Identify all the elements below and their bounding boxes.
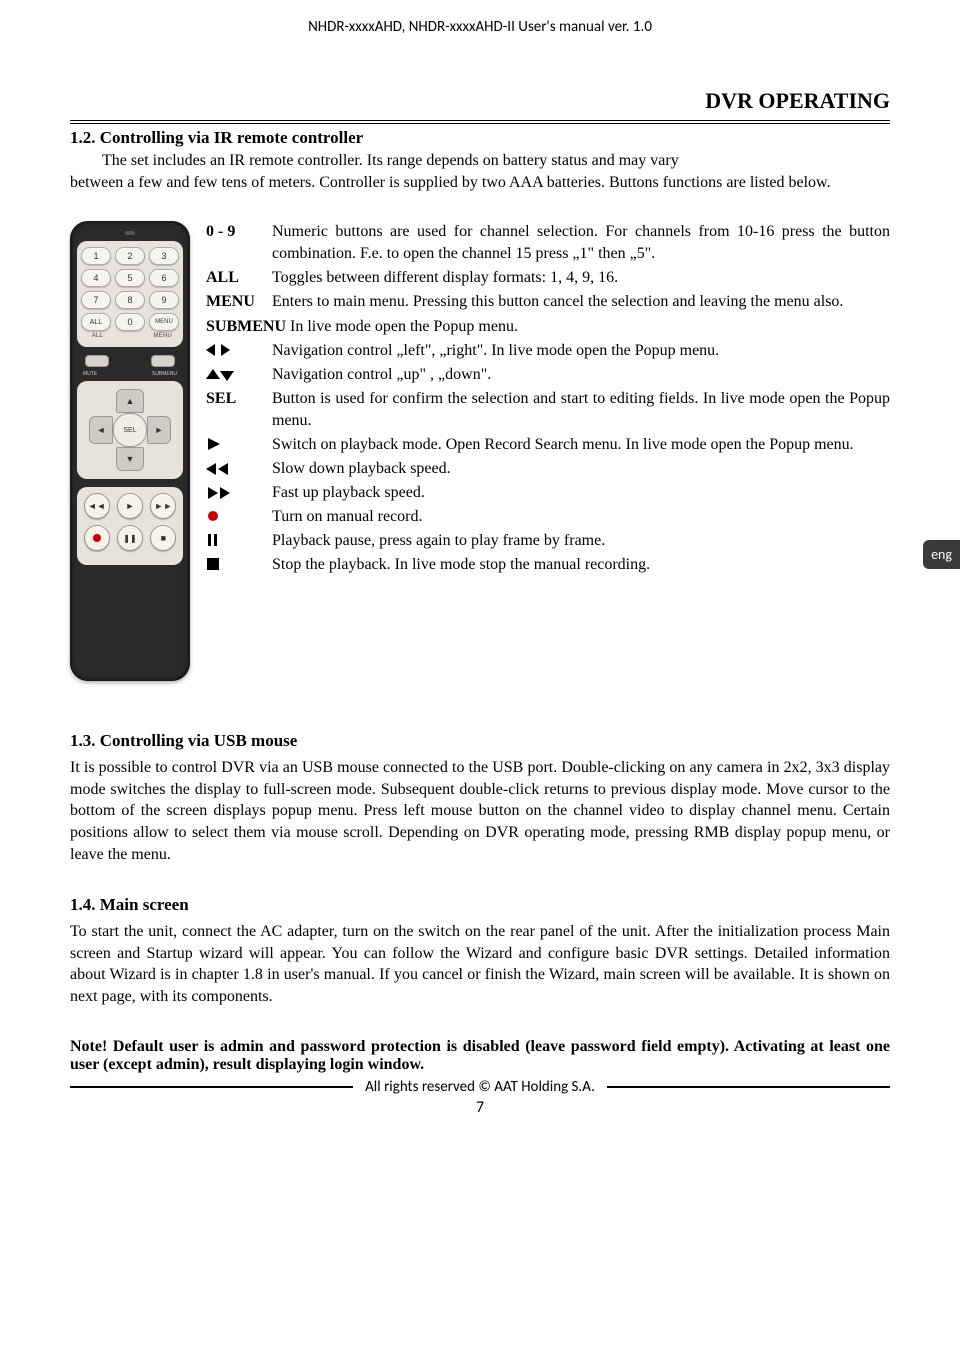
key-sel: SEL	[206, 388, 272, 432]
section-1-2-title: 1.2. Controlling via IR remote controlle…	[70, 128, 890, 148]
remote-btn-1: 1	[81, 247, 111, 265]
remote-illustration: 1 2 3 4 5 6 7 8 9 ALL 0 MENU ALL MENU	[70, 221, 190, 681]
remote-btn-forward: ►►	[150, 493, 176, 519]
section-1-4-title: 1.4. Main screen	[70, 895, 890, 915]
remote-play-plate: ◄◄ ► ►► ❚❚ ■	[77, 487, 183, 565]
desc-menu: Enters to main menu. Pressing this butto…	[272, 291, 890, 313]
footer-text: All rights reserved © AAT Holding S.A.	[365, 1078, 595, 1096]
intro-line-2: between a few and few tens of meters. Co…	[70, 174, 831, 191]
remote-btn-0: 0	[115, 313, 145, 331]
desc-left-right: Navigation control „left", „right". In l…	[272, 340, 890, 362]
key-0-9: 0 - 9	[206, 221, 272, 265]
remote-keypad: 1 2 3 4 5 6 7 8 9 ALL 0 MENU ALL MENU	[77, 241, 183, 347]
page-number: 7	[70, 1098, 890, 1117]
remote-btn-rewind: ◄◄	[84, 493, 110, 519]
doc-header: NHDR-xxxxAHD, NHDR-xxxxAHD-II User's man…	[70, 18, 890, 40]
remote-dpad-right: ►	[147, 416, 171, 444]
remote-btn-stop: ■	[150, 525, 176, 551]
section-1-3-title: 1.3. Controlling via USB mouse	[70, 731, 890, 751]
remote-dpad-down: ▼	[116, 447, 144, 471]
double-rule	[70, 120, 890, 124]
button-definitions: 0 - 9 Numeric buttons are used for chann…	[206, 221, 890, 681]
desc-submenu: SUBMENU In live mode open the Popup menu…	[206, 316, 890, 338]
remote-btn-3: 3	[149, 247, 179, 265]
remote-btn-6: 6	[149, 269, 179, 287]
remote-btn-9: 9	[149, 291, 179, 309]
key-all: ALL	[206, 267, 272, 289]
chapter-title: DVR OPERATING	[70, 88, 890, 114]
desc-record: Turn on manual record.	[272, 506, 890, 528]
remote-label-menu: MENU	[146, 333, 179, 339]
desc-pause: Playback pause, press again to play fram…	[272, 530, 890, 552]
remote-btn-all: ALL	[81, 313, 111, 331]
play-icon	[206, 434, 272, 456]
remote-btn-4: 4	[81, 269, 111, 287]
desc-slow: Slow down playback speed.	[272, 458, 890, 480]
section-1-2-intro: The set includes an IR remote controller…	[70, 150, 890, 193]
up-down-icon	[206, 364, 272, 386]
desc-stop: Stop the playback. In live mode stop the…	[272, 554, 890, 576]
remote-dpad-sel: SEL	[113, 413, 147, 447]
pause-icon	[206, 530, 272, 552]
section-1-4-body: To start the unit, connect the AC adapte…	[70, 921, 890, 1007]
desc-submenu-text: In live mode open the Popup menu.	[290, 318, 518, 335]
remote-btn-7: 7	[81, 291, 111, 309]
note-text: Note! Default user is admin and password…	[70, 1038, 890, 1074]
key-menu: MENU	[206, 291, 272, 313]
left-right-icon	[206, 340, 272, 362]
remote-label-mute: MUTE	[83, 371, 97, 377]
remote-dpad-plate: ▲ ▼ ◄ ► SEL	[77, 381, 183, 479]
remote-btn-submenu	[151, 355, 175, 367]
section-1-3-body: It is possible to control DVR via an USB…	[70, 757, 890, 865]
slow-icon	[206, 458, 272, 480]
record-icon	[206, 506, 272, 528]
remote-dpad-up: ▲	[116, 389, 144, 413]
desc-all: Toggles between different display format…	[272, 267, 890, 289]
remote-btn-5: 5	[115, 269, 145, 287]
remote-btn-pause: ❚❚	[117, 525, 143, 551]
desc-0-9: Numeric buttons are used for channel sel…	[272, 221, 890, 265]
desc-sel: Button is used for confirm the selection…	[272, 388, 890, 432]
stop-icon	[206, 554, 272, 576]
remote-label-all: ALL	[81, 333, 114, 339]
remote-btn-menu: MENU	[149, 313, 179, 331]
remote-btn-mute	[85, 355, 109, 367]
footer-rule: All rights reserved © AAT Holding S.A.	[70, 1078, 890, 1096]
desc-up-down: Navigation control „up" , „down".	[272, 364, 890, 386]
remote-btn-record	[84, 525, 110, 551]
remote-btn-play: ►	[117, 493, 143, 519]
desc-fast: Fast up playback speed.	[272, 482, 890, 504]
remote-label-submenu: SUBMENU	[152, 371, 177, 377]
remote-btn-8: 8	[115, 291, 145, 309]
fast-icon	[206, 482, 272, 504]
remote-dpad-left: ◄	[89, 416, 113, 444]
eng-tab: eng	[923, 540, 960, 569]
desc-play: Switch on playback mode. Open Record Sea…	[272, 434, 890, 456]
remote-led	[125, 231, 135, 235]
remote-btn-2: 2	[115, 247, 145, 265]
intro-line-1: The set includes an IR remote controller…	[70, 150, 890, 172]
